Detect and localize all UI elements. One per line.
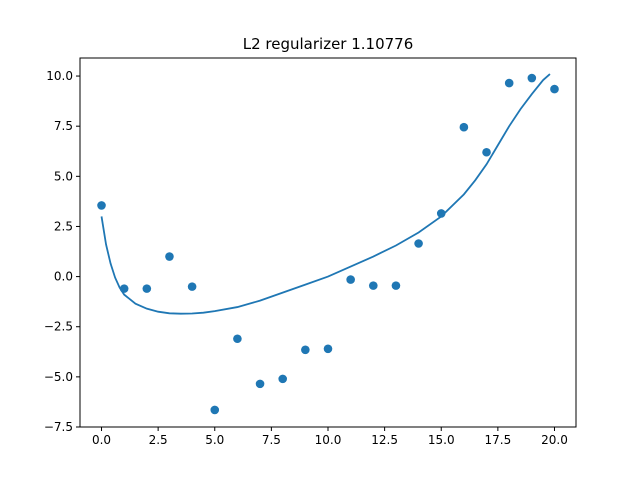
plot-area [97, 73, 559, 415]
data-point [210, 405, 220, 415]
x-tick-label: 10.0 [315, 433, 342, 447]
x-tick-label: 5.0 [205, 433, 224, 447]
y-tick-label: 0.0 [54, 270, 73, 284]
data-point [187, 282, 197, 291]
data-point [504, 78, 514, 88]
data-point [346, 275, 355, 284]
y-tick-label: 2.5 [54, 219, 73, 233]
y-tick-label: 7.5 [54, 119, 73, 133]
data-point [255, 379, 265, 389]
x-tick-label: 2.5 [149, 433, 168, 447]
x-tick-label: 0.0 [92, 433, 111, 447]
y-tick-label: 10.0 [46, 69, 73, 83]
data-point [142, 284, 152, 293]
data-point [323, 344, 333, 354]
data-point [233, 334, 242, 344]
data-point [278, 374, 288, 384]
fit-curve [100, 73, 551, 315]
data-point [368, 281, 378, 290]
y-axis: −7.5 −5.0 −2.5 0.0 2.5 5.0 7.5 10.0 [44, 69, 80, 434]
data-point [414, 239, 423, 248]
y-tick-label: 5.0 [54, 169, 73, 183]
x-tick-label: 12.5 [371, 433, 398, 447]
y-tick-label: −2.5 [44, 320, 73, 334]
axes-frame [79, 57, 577, 428]
x-tick-label: 15.0 [428, 433, 455, 447]
data-point [482, 147, 491, 157]
y-tick-label: −7.5 [44, 420, 73, 434]
data-point [527, 73, 537, 83]
data-point [550, 84, 559, 94]
data-point [119, 284, 129, 293]
data-point [97, 201, 106, 210]
x-axis: 0.0 2.5 5.0 7.5 10.0 12.5 15.0 17.5 20.0 [92, 427, 568, 447]
x-tick-label: 17.5 [485, 433, 512, 447]
chart-title: L2 regularizer 1.10776 [243, 35, 414, 53]
x-tick-label: 7.5 [262, 433, 281, 447]
data-point [459, 122, 469, 132]
x-tick-label: 20.0 [541, 433, 568, 447]
y-tick-label: −5.0 [44, 370, 73, 384]
data-point [391, 281, 401, 290]
data-point [436, 209, 446, 218]
data-point [165, 252, 174, 261]
data-point [301, 345, 310, 355]
